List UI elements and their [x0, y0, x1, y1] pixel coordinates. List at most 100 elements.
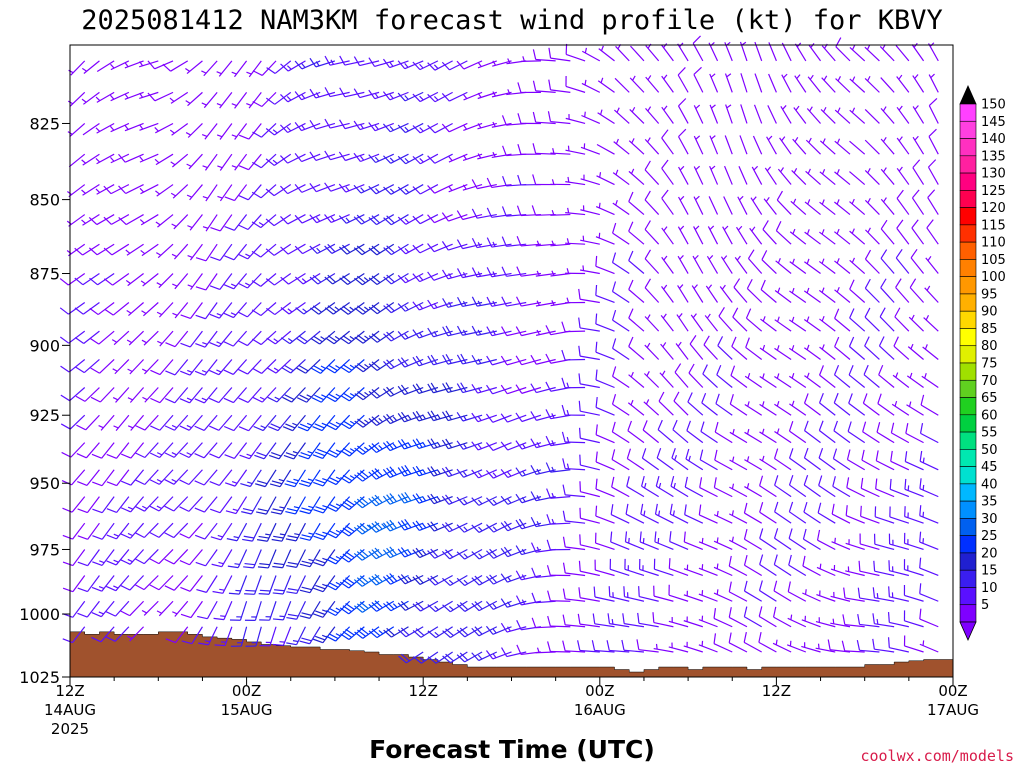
wind-barb [383, 600, 409, 612]
wind-barb [326, 442, 351, 458]
wind-barb [683, 531, 704, 551]
wind-barb [535, 270, 556, 277]
colorbar-label: 65 [981, 391, 998, 406]
wind-barb [562, 588, 586, 602]
wind-barb [202, 214, 218, 232]
colorbar-swatch [959, 449, 977, 467]
wind-barb [677, 255, 689, 274]
wind-barb [579, 534, 600, 551]
wind-barb [653, 558, 674, 577]
wind-barb [74, 302, 100, 315]
wind-barb [195, 330, 218, 348]
colorbar-swatch [959, 379, 977, 398]
wind-barb [714, 449, 733, 471]
colorbar-label: 95 [981, 287, 998, 302]
wind-barb [500, 355, 527, 366]
wind-barb [669, 503, 689, 524]
wind-barb [622, 613, 645, 628]
wind-barb [471, 548, 498, 560]
wind-barb [792, 137, 807, 155]
x-tick-date: 14AUG [44, 701, 96, 719]
wind-barb [595, 424, 615, 444]
wind-barb [104, 302, 130, 316]
wind-barb [890, 450, 910, 471]
wind-barb [606, 640, 630, 653]
wind-barb [908, 314, 924, 332]
wind-barb [759, 554, 777, 576]
wind-barb [324, 118, 350, 129]
wind-barb [118, 214, 144, 226]
wind-barb [266, 330, 292, 345]
wind-barb [709, 165, 719, 185]
wind-barb [546, 488, 571, 499]
wind-barb [692, 254, 704, 274]
wind-barb [904, 451, 924, 471]
wind-barb [858, 560, 880, 577]
wind-barb [818, 287, 836, 303]
wind-barb [105, 626, 130, 642]
wind-barb [272, 601, 292, 621]
wind-barb [179, 469, 203, 486]
wind-barb [500, 622, 527, 633]
wind-barb [545, 462, 571, 473]
wind-barb [595, 284, 615, 304]
y-tick-label: 925 [29, 406, 60, 425]
wind-barb [530, 465, 556, 475]
wind-barb [286, 575, 307, 595]
wind-barb [299, 522, 321, 541]
wind-barb [548, 79, 571, 93]
wind-barb [269, 469, 292, 488]
wind-barb [353, 574, 380, 587]
wind-barb [615, 44, 630, 62]
wind-barb [223, 414, 248, 432]
wind-barb [612, 366, 630, 389]
wind-barb [628, 336, 645, 360]
wind-barb [776, 190, 792, 215]
wind-barb [628, 221, 645, 245]
wind-barb [849, 107, 866, 124]
wind-barb [643, 399, 660, 416]
wind-barb [645, 106, 660, 124]
wind-barb [698, 564, 718, 577]
wind-barb [773, 528, 792, 550]
wind-barb [729, 456, 748, 471]
wind-barb [709, 135, 719, 155]
wind-barb [676, 313, 689, 332]
wind-barb [862, 393, 880, 416]
colorbar-swatch [959, 552, 977, 571]
wind-barb [714, 421, 733, 444]
wind-barb [638, 586, 659, 602]
wind-barb [201, 123, 218, 140]
wind-barb [353, 496, 380, 509]
wind-barb [834, 107, 851, 124]
wind-barb [237, 330, 262, 347]
wind-barb [842, 614, 865, 628]
wind-barb [804, 229, 821, 245]
wind-barb [126, 330, 144, 346]
wind-barb [724, 135, 733, 155]
wind-barb [641, 475, 659, 498]
wind-barb [412, 574, 439, 585]
wind-barb [581, 111, 601, 125]
wind-barb [550, 179, 571, 186]
wind-barb [591, 640, 615, 653]
wind-barb [91, 600, 115, 618]
wind-barb [896, 219, 910, 245]
wind-barb [501, 236, 527, 247]
wind-barb [777, 167, 792, 185]
wind-barb [595, 505, 615, 524]
wind-barb [383, 243, 409, 256]
wind-barb [368, 330, 395, 343]
wind-barb [106, 442, 130, 459]
wind-barb [698, 504, 718, 524]
wind-barb [412, 122, 439, 134]
wind-barb [713, 477, 733, 498]
wind-barb [134, 549, 159, 565]
wind-barb [195, 549, 218, 567]
wind-barb [427, 184, 453, 194]
wind-barb [89, 273, 115, 286]
wind-barb [485, 469, 512, 479]
wind-barb [535, 240, 556, 247]
wind-barb [354, 469, 380, 482]
wind-barb [339, 55, 365, 66]
